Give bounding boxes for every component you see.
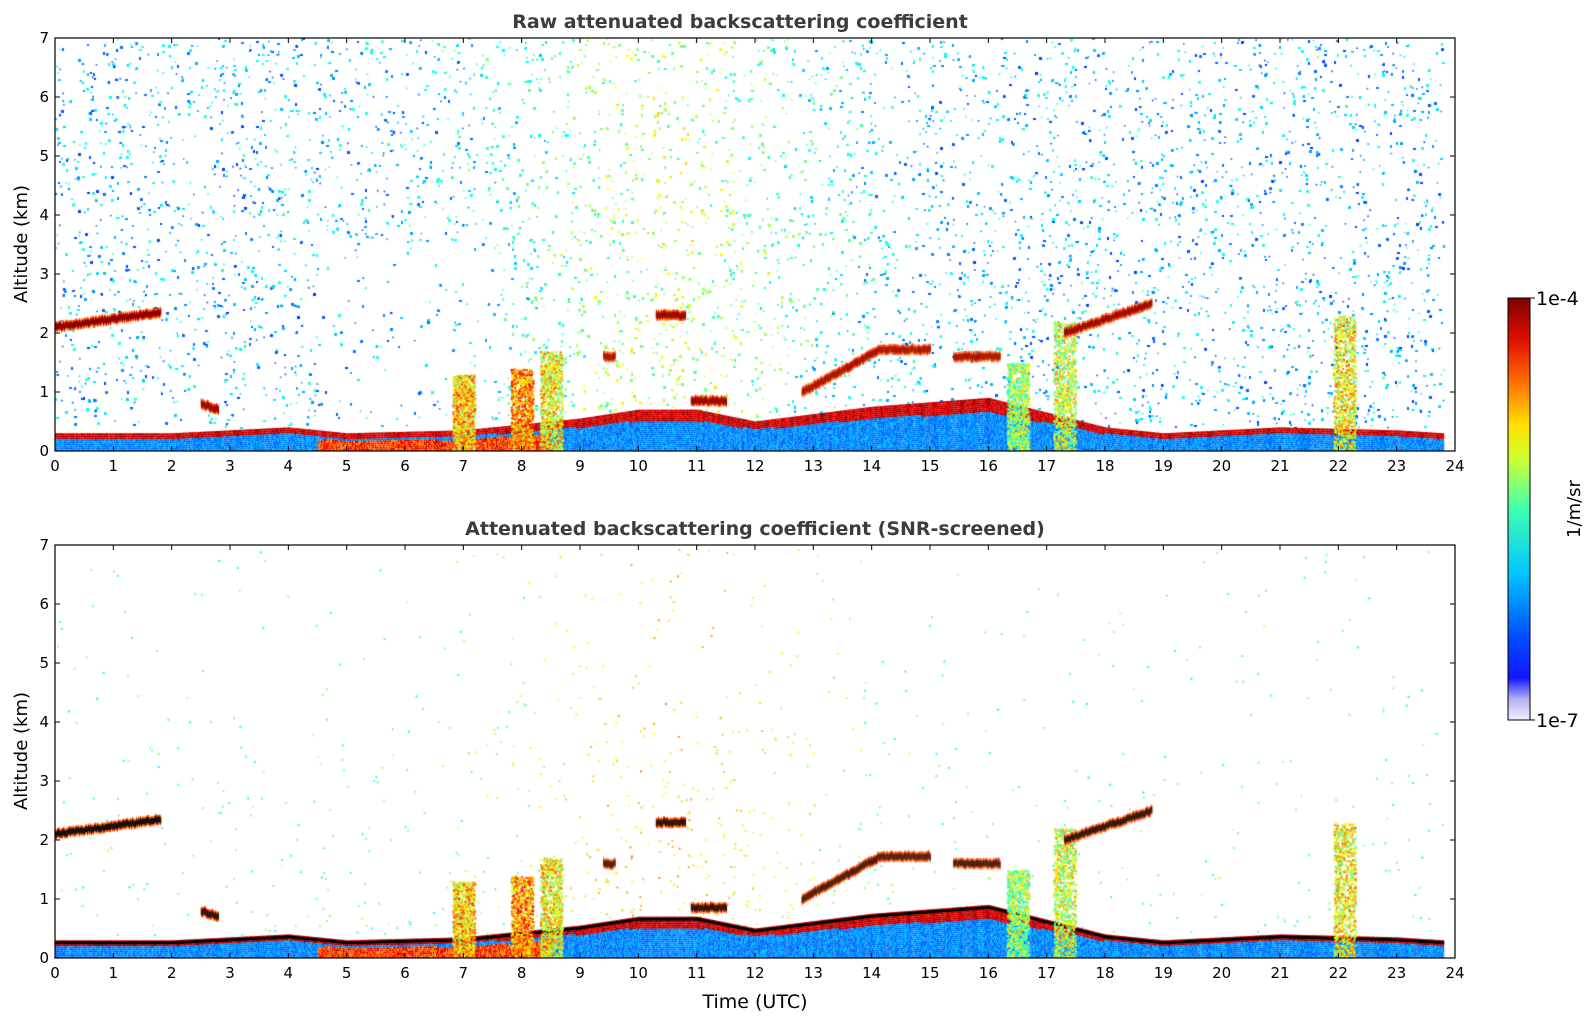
x-tick-label: 9 bbox=[575, 964, 585, 982]
colorbar-min-label: 1e-7 bbox=[1536, 710, 1579, 732]
colorbar: 1e-4 1e-7 1/m/sr bbox=[1507, 288, 1585, 732]
x-tick-label: 7 bbox=[459, 457, 469, 475]
x-tick-label: 7 bbox=[459, 964, 469, 982]
panel-raw-heatmap-frame bbox=[55, 38, 1455, 451]
x-tick-label: 13 bbox=[804, 457, 823, 475]
y-tick-label: 7 bbox=[39, 29, 49, 47]
x-tick-label: 23 bbox=[1387, 457, 1406, 475]
x-tick-label: 5 bbox=[342, 964, 352, 982]
colorbar-unit-label: 1/m/sr bbox=[1564, 479, 1585, 537]
x-tick-label: 18 bbox=[1095, 964, 1114, 982]
y-tick-label: 3 bbox=[39, 772, 49, 790]
panel-raw: Raw attenuated backscattering coefficien… bbox=[11, 11, 1465, 475]
x-tick-label: 17 bbox=[1037, 457, 1056, 475]
x-tick-label: 8 bbox=[517, 457, 527, 475]
x-tick-label: 10 bbox=[629, 964, 648, 982]
x-tick-label: 21 bbox=[1270, 457, 1289, 475]
x-tick-label: 1 bbox=[109, 964, 119, 982]
panel-raw-title: Raw attenuated backscattering coefficien… bbox=[512, 11, 968, 33]
x-tick-label: 1 bbox=[109, 457, 119, 475]
x-tick-label: 11 bbox=[687, 964, 706, 982]
x-tick-label: 14 bbox=[862, 457, 881, 475]
colorbar-max-label: 1e-4 bbox=[1536, 288, 1579, 310]
x-tick-label: 19 bbox=[1154, 964, 1173, 982]
panel-screened-heatmap bbox=[55, 545, 1455, 958]
x-tick-label: 16 bbox=[979, 964, 998, 982]
x-tick-label: 4 bbox=[284, 457, 294, 475]
x-tick-label: 2 bbox=[167, 964, 177, 982]
panel-screened-ylabel: Altitude (km) bbox=[11, 692, 32, 810]
x-tick-label: 13 bbox=[804, 964, 823, 982]
panel-screened-ticks: 0 1 2 3 4 5 6 7 8 9 10 11 12 13 14 15 16 17 18 19 20 21 22 23 24… bbox=[39, 536, 1464, 982]
x-tick-label: 10 bbox=[629, 457, 648, 475]
panel-raw-ylabel: Altitude (km) bbox=[11, 185, 32, 303]
x-tick-label: 9 bbox=[575, 457, 585, 475]
x-tick-label: 16 bbox=[979, 457, 998, 475]
x-tick-label: 17 bbox=[1037, 964, 1056, 982]
x-tick-label: 24 bbox=[1445, 457, 1464, 475]
x-tick-label: 14 bbox=[862, 964, 881, 982]
panel-raw-ticks: 0 1 2 3 4 5 6 7 8 9 10 11 12 13 14 15 16 17 18 19 20 21 22 23 24… bbox=[39, 29, 1464, 475]
x-tick-label: 4 bbox=[284, 964, 294, 982]
panel-screened-title: Attenuated backscattering coefficient (S… bbox=[465, 518, 1045, 540]
y-tick-label: 3 bbox=[39, 265, 49, 283]
y-tick-label: 0 bbox=[39, 442, 49, 460]
x-tick-label: 5 bbox=[342, 457, 352, 475]
y-tick-label: 7 bbox=[39, 536, 49, 554]
colorbar-gradient bbox=[1507, 297, 1531, 721]
y-tick-label: 6 bbox=[39, 595, 49, 613]
x-tick-label: 22 bbox=[1329, 457, 1348, 475]
y-tick-label: 4 bbox=[39, 206, 49, 224]
x-tick-label: 15 bbox=[920, 457, 939, 475]
x-tick-label: 12 bbox=[745, 964, 764, 982]
y-tick-label: 1 bbox=[39, 383, 49, 401]
y-tick-label: 6 bbox=[39, 88, 49, 106]
y-tick-label: 1 bbox=[39, 890, 49, 908]
x-tick-label: 6 bbox=[400, 457, 410, 475]
panel-screened: Attenuated backscattering coefficient (S… bbox=[11, 518, 1465, 1013]
y-tick-label: 2 bbox=[39, 324, 49, 342]
x-tick-label: 2 bbox=[167, 457, 177, 475]
x-tick-label: 23 bbox=[1387, 964, 1406, 982]
x-tick-label: 6 bbox=[400, 964, 410, 982]
x-tick-label: 20 bbox=[1212, 457, 1231, 475]
y-tick-label: 5 bbox=[39, 147, 49, 165]
x-tick-label: 20 bbox=[1212, 964, 1231, 982]
x-tick-label: 8 bbox=[517, 964, 527, 982]
x-tick-label: 15 bbox=[920, 964, 939, 982]
x-tick-label: 21 bbox=[1270, 964, 1289, 982]
x-tick-label: 3 bbox=[225, 457, 235, 475]
x-tick-label: 18 bbox=[1095, 457, 1114, 475]
x-tick-label: 24 bbox=[1445, 964, 1464, 982]
x-tick-label: 11 bbox=[687, 457, 706, 475]
panel-screened-heatmap-frame bbox=[55, 545, 1455, 958]
panel-raw-heatmap bbox=[55, 38, 1455, 451]
x-tick-label: 22 bbox=[1329, 964, 1348, 982]
x-tick-label: 0 bbox=[50, 457, 60, 475]
y-tick-label: 2 bbox=[39, 831, 49, 849]
y-tick-label: 4 bbox=[39, 713, 49, 731]
x-tick-label: 3 bbox=[225, 964, 235, 982]
panel-screened-xlabel: Time (UTC) bbox=[701, 991, 807, 1013]
x-tick-label: 12 bbox=[745, 457, 764, 475]
y-tick-label: 5 bbox=[39, 654, 49, 672]
x-tick-label: 0 bbox=[50, 964, 60, 982]
x-tick-label: 19 bbox=[1154, 457, 1173, 475]
y-tick-label: 0 bbox=[39, 949, 49, 967]
